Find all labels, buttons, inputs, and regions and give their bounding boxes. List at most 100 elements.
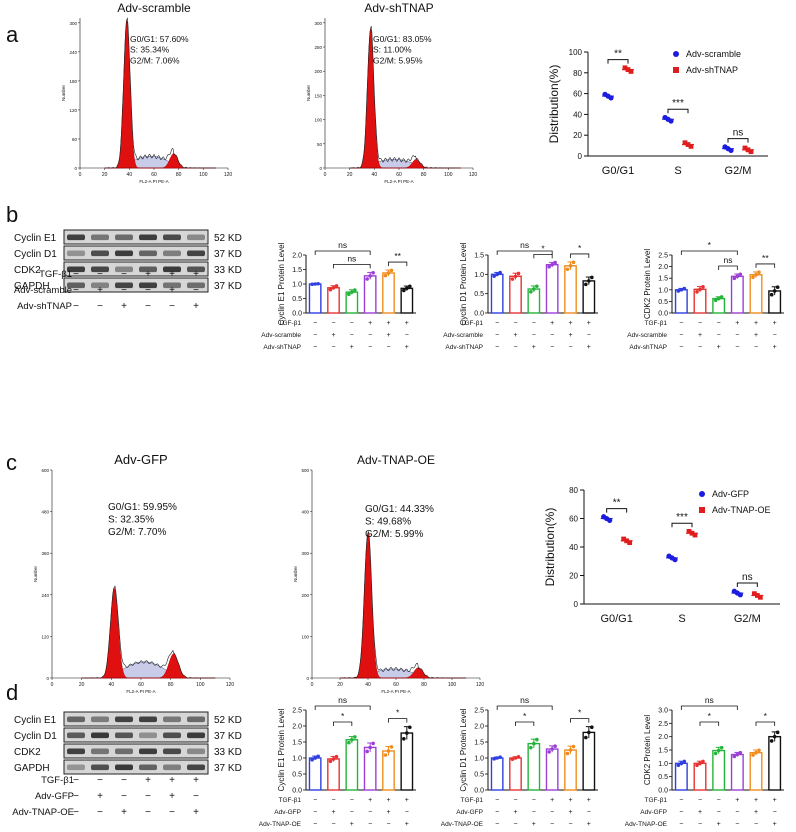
bar-y-label: CDK2 Protein Level (643, 249, 652, 319)
blot-condition-sign: + (193, 775, 199, 786)
blot-condition-sign: + (193, 301, 199, 312)
histogram-y-tick-label: 200 (314, 69, 322, 74)
blot-band (67, 282, 85, 289)
bar-data-point (772, 289, 777, 293)
histogram-y-tick-label: 100 (301, 634, 309, 639)
histogram-stat: G0/G1: 44.33% (365, 504, 434, 515)
blot-band (187, 266, 205, 273)
distribution-point (608, 95, 614, 101)
bar-condition-sign: − (313, 332, 317, 339)
distribution-y-label: Distribution(%) (547, 65, 561, 144)
bar-condition-sign: − (495, 320, 499, 327)
bar-condition-sign: − (513, 320, 517, 327)
histogram-x-tick-label: 80 (421, 172, 427, 178)
bar-condition-sign: + (773, 821, 777, 828)
bar-condition-sign: − (550, 344, 554, 351)
blot-strip (63, 727, 209, 743)
blot-band (139, 716, 157, 723)
bar-condition-sign: + (587, 320, 591, 327)
bar-condition-sign: − (532, 332, 536, 339)
legend-label-0: Adv-scramble (686, 49, 741, 59)
blot-band (91, 282, 109, 289)
histogram-y-tick-label: 180 (69, 79, 77, 84)
bar-condition-sign: + (532, 344, 536, 351)
bar-condition-sign: − (495, 809, 499, 816)
bar-data-point (310, 757, 314, 762)
bar-data-point (365, 749, 369, 754)
bar-condition-sign: − (587, 809, 591, 816)
blot-band (163, 282, 181, 289)
blot-band (67, 748, 85, 755)
bar-condition-sign: − (313, 320, 317, 327)
bar-data-point (529, 745, 533, 750)
bar-condition-sign: − (331, 821, 335, 828)
histogram-y-label: Number (61, 85, 66, 102)
histogram-y-label: Number (33, 566, 38, 583)
histogram-y-label: Number (293, 566, 298, 583)
distribution-category-label: G2/M (725, 165, 752, 177)
bar-significance-label: ns (338, 240, 347, 250)
distribution-point (742, 145, 748, 151)
bar-condition-sign: + (550, 320, 554, 327)
blot-condition-label: Adv-scramble (14, 285, 72, 296)
bar-condition-sign: + (698, 809, 702, 816)
distribution-y-tick-label: 80 (569, 486, 578, 495)
bar-condition-sign: − (386, 344, 390, 351)
blot-strip (63, 277, 209, 293)
bar-condition-sign: − (754, 821, 758, 828)
blot-condition-sign: − (145, 285, 151, 296)
bar-data-point (679, 288, 684, 292)
bar-data-point (751, 753, 755, 757)
blot-condition-sign: − (121, 775, 127, 786)
bar-y-tick-label: 2.0 (292, 253, 302, 260)
bar-y-tick-label: 2.0 (658, 734, 668, 741)
distribution-point (754, 593, 760, 598)
bar-significance-label: * (578, 708, 582, 718)
distribution-y-label: Distribution(%) (543, 508, 557, 587)
bar-data-point (775, 285, 780, 290)
blot-band (163, 716, 181, 723)
bar-condition-sign: + (773, 344, 777, 351)
bar-condition-sign: + (587, 344, 591, 351)
blot-condition-sign: + (169, 791, 175, 802)
distribution-y-tick-label: 80 (573, 69, 582, 78)
bar (363, 275, 377, 314)
distribution-point (628, 69, 634, 74)
bar-data-point (754, 272, 758, 277)
distribution-point (692, 532, 698, 538)
bar-condition-sign: + (368, 797, 372, 804)
bar-condition-sign: − (495, 821, 499, 828)
distribution-significance-bracket (667, 108, 689, 114)
bar-data-point (405, 731, 409, 735)
bar-data-point (769, 739, 774, 743)
distribution-chart-a: 0 20 40 60 80 100 Distribution(%) G0/G1 ** S *** G2… (547, 48, 768, 177)
bar-data-point (492, 274, 496, 278)
bar-condition-sign: − (698, 344, 702, 351)
bar-data-point (676, 763, 681, 768)
bar-y-tick-label: 1.5 (474, 253, 484, 260)
histogram-x-tick-label: 60 (151, 172, 157, 178)
histogram-y-tick-label: 0 (46, 676, 49, 681)
bar-data-point (513, 274, 518, 279)
legend-marker-0 (699, 491, 705, 497)
legend-marker-1 (699, 507, 705, 513)
bar-condition-label: Adv-GFP (274, 809, 301, 816)
blot-size-label: 33 KD (214, 747, 242, 758)
distribution-y-tick-label: 0 (578, 152, 583, 161)
histogram-x-tick-label: 100 (196, 682, 205, 688)
bar-data-point (386, 749, 391, 753)
western-blot-d: Cyclin E1 52 KD Cyclin D1 37 KD CDK2 33 KD GAP… (12, 711, 242, 818)
bar-condition-label: Adv-TNAP-OE (441, 821, 484, 828)
bar-y-tick-label: 1.5 (474, 740, 484, 747)
bar-y-tick-label: 2.0 (474, 724, 484, 731)
blot-condition-sign: − (73, 285, 79, 296)
bar-condition-sign: + (513, 809, 517, 816)
bar-chart-b1: 0.0 0.5 1.0 1.5 2.0 Cyclin E1 Protein Level ns… (261, 240, 416, 351)
bar-data-point (698, 761, 702, 766)
bar-data-point (347, 292, 351, 297)
distribution-category-label: G2/M (734, 613, 761, 625)
bar-data-point (498, 755, 502, 759)
bar-condition-sign: − (735, 809, 739, 816)
bar-significance-bracket (570, 718, 590, 723)
bar (730, 753, 744, 791)
